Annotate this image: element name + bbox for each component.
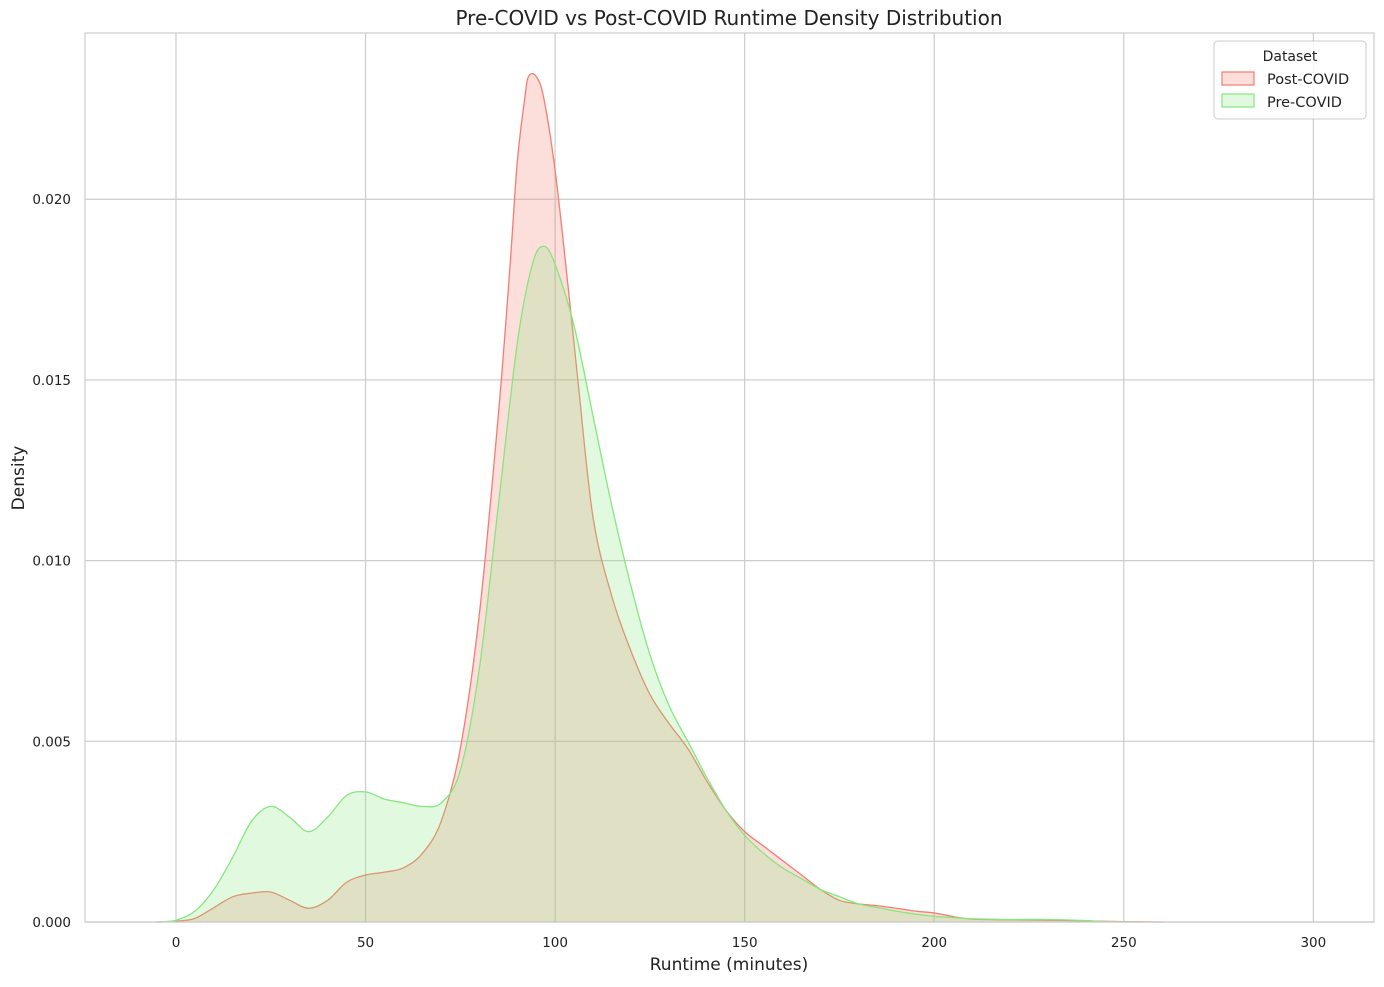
y-tick-label: 0.010 [32, 554, 71, 570]
density-areas [156, 73, 1162, 923]
legend-label-post-covid: Post-COVID [1267, 72, 1349, 88]
x-tick-label: 150 [732, 935, 758, 951]
y-tick-labels: 0.000 0.005 0.010 0.015 0.020 [32, 192, 71, 931]
y-tick-label: 0.015 [32, 373, 71, 389]
chart-title: Pre-COVID vs Post-COVID Runtime Density … [455, 6, 1002, 30]
legend-label-pre-covid: Pre-COVID [1267, 95, 1342, 111]
y-tick-label: 0.005 [32, 734, 71, 750]
x-tick-label: 200 [921, 935, 947, 951]
density-area-pre-covid [157, 246, 1143, 923]
legend-swatch-pre-covid [1221, 93, 1255, 108]
x-tick-labels: 0 50 100 150 200 250 300 [172, 935, 1327, 951]
plot-area [85, 33, 1374, 922]
x-tick-label: 300 [1300, 935, 1326, 951]
y-tick-label: 0.020 [32, 192, 71, 208]
legend-box [1213, 40, 1367, 120]
x-tick-label: 100 [542, 935, 568, 951]
y-tick-label: 0.000 [32, 915, 71, 931]
x-tick-label: 250 [1111, 935, 1137, 951]
density-line-post-covid [157, 73, 1162, 923]
plot-frame [84, 32, 1375, 923]
legend: Dataset Post-COVID Pre-COVID [1213, 40, 1367, 120]
density-line-pre-covid [156, 245, 1143, 923]
x-axis-label: Runtime (minutes) [650, 955, 809, 975]
legend-swatch-post-covid [1221, 71, 1255, 86]
y-axis-label: Density [9, 446, 29, 511]
x-tick-label: 50 [357, 935, 374, 951]
gridlines [85, 33, 1374, 923]
x-tick-label: 0 [172, 935, 181, 951]
density-area-post-covid [157, 73, 1162, 922]
legend-title: Dataset [1263, 49, 1318, 65]
